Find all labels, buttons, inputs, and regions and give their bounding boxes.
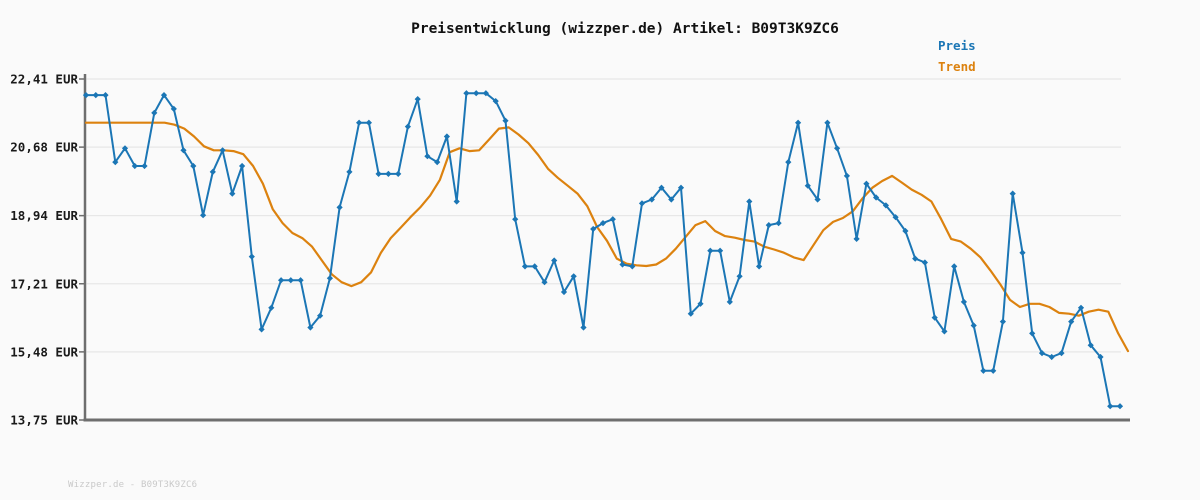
price-line	[85, 92, 1121, 408]
watermark-text: Wizzper.de - B09T3K9ZC6	[68, 480, 198, 490]
trend-line	[84, 121, 1130, 353]
y-tick-label: 22,41 EUR	[10, 72, 78, 87]
y-tick-label: 20,68 EUR	[10, 140, 78, 155]
y-tick-label: 15,48 EUR	[10, 344, 78, 359]
y-tick-label: 17,21 EUR	[10, 276, 78, 291]
y-tick-label: 13,75 EUR	[10, 413, 78, 428]
y-tick-label: 18,94 EUR	[10, 208, 78, 223]
legend: Preis Trend	[938, 39, 976, 74]
price-markers	[82, 90, 1124, 410]
chart-title: Preisentwicklung (wizzper.de) Artikel: B…	[411, 21, 839, 37]
legend-item-preis: Preis	[938, 38, 976, 53]
legend-item-trend: Trend	[938, 59, 976, 74]
